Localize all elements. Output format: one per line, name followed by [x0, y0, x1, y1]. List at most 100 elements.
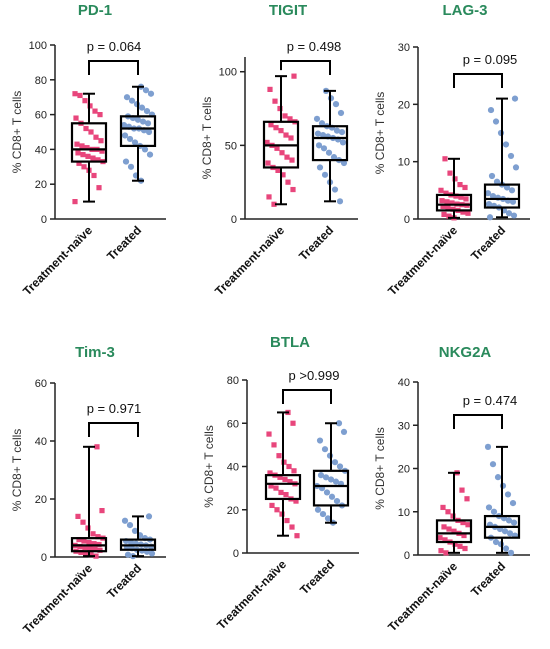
data-point	[126, 522, 134, 529]
data-point	[507, 549, 515, 556]
data-point	[340, 159, 348, 167]
category-label: Treatment-naïve	[212, 223, 287, 298]
data-point	[282, 476, 288, 483]
chart-title: BTLA	[270, 334, 310, 351]
data-point	[438, 187, 444, 193]
data-point	[269, 502, 275, 509]
data-point	[73, 115, 79, 121]
data-point	[322, 474, 330, 481]
data-point	[445, 509, 451, 515]
data-point	[284, 517, 290, 524]
data-point	[93, 553, 99, 559]
data-point	[131, 139, 139, 146]
y-tick-label: 20	[398, 464, 410, 476]
data-point	[512, 164, 520, 171]
data-point	[274, 507, 280, 513]
significance-bracket	[280, 60, 331, 75]
data-point	[284, 154, 290, 160]
box	[70, 122, 108, 163]
data-point	[505, 210, 513, 217]
data-point	[128, 97, 136, 104]
p-value-label: p >0.999	[289, 368, 340, 383]
data-point	[95, 534, 101, 540]
box	[119, 115, 157, 148]
y-tick-label: 60	[227, 418, 239, 430]
data-point	[77, 92, 83, 99]
data-point	[484, 190, 492, 197]
data-point	[144, 120, 152, 127]
y-tick-label: 10	[398, 157, 410, 169]
chart-panel: Tim-3 % CD8+ T cells 0 20 40 60 Treatment-naïv…	[10, 344, 166, 636]
data-point	[76, 537, 82, 543]
data-point	[449, 200, 455, 206]
data-point	[459, 487, 465, 493]
data-point	[446, 213, 452, 219]
data-point	[458, 194, 464, 200]
data-point	[489, 192, 497, 200]
data-point	[484, 443, 492, 450]
y-axis-label: % CD8+ T cells	[373, 427, 387, 510]
data-point	[438, 548, 444, 554]
data-point	[291, 73, 297, 79]
data-point	[463, 196, 469, 202]
data-point	[93, 134, 99, 140]
p-value-label: p = 0.971	[87, 401, 142, 416]
box	[264, 474, 302, 501]
significance-bracket	[453, 73, 503, 88]
data-point	[494, 474, 502, 481]
data-point	[316, 437, 324, 444]
data-point	[94, 444, 100, 450]
category-label: Treated	[104, 223, 144, 263]
data-point	[293, 498, 299, 504]
data-point	[462, 184, 468, 191]
significance-bracket	[88, 60, 139, 75]
chart-title: PD-1	[78, 2, 112, 19]
data-point	[285, 179, 291, 185]
data-point	[84, 145, 90, 151]
data-point	[273, 125, 279, 131]
data-point	[287, 116, 293, 122]
data-point	[289, 524, 295, 530]
data-point	[461, 532, 467, 539]
data-point	[72, 91, 78, 97]
y-tick-label: 40	[35, 144, 47, 156]
data-point	[91, 541, 97, 547]
y-tick-label: 0	[41, 552, 47, 564]
data-point	[280, 172, 286, 178]
data-point	[98, 138, 104, 144]
data-point	[99, 508, 105, 514]
y-axis-label: % CD8+ T cells	[10, 429, 24, 512]
data-point	[504, 491, 512, 498]
data-point	[321, 171, 329, 178]
data-point	[464, 496, 470, 502]
data-point	[289, 157, 295, 163]
data-point	[264, 139, 270, 146]
data-point	[444, 199, 450, 205]
data-point	[336, 463, 344, 470]
data-point	[447, 170, 453, 176]
data-point	[314, 506, 322, 513]
data-point	[503, 184, 511, 191]
data-point	[120, 121, 128, 129]
data-point	[492, 118, 500, 125]
y-tick-label: 10	[398, 507, 410, 519]
p-value-label: p = 0.474	[463, 393, 518, 408]
y-tick-label: 40	[227, 462, 239, 474]
data-point	[457, 182, 463, 188]
category-label: Treatment-naïve	[214, 557, 289, 632]
series-treatment-naive: Treatment-naïve	[385, 470, 473, 634]
y-axis-label: % CD8+ T cells	[373, 92, 387, 175]
y-axis-label: % CD8+ T cells	[10, 91, 24, 174]
category-label: Treated	[468, 559, 508, 599]
p-value-label: p = 0.095	[463, 52, 518, 67]
data-point	[327, 476, 335, 483]
data-point	[331, 459, 339, 466]
chart-panel: TIGIT % CD8+ T cells 0 50 100 Treatment-naïve…	[200, 2, 358, 298]
series-treated: Treated	[296, 87, 349, 263]
category-label: Treated	[297, 557, 337, 597]
data-point	[268, 122, 274, 128]
data-point	[121, 517, 129, 524]
data-point	[451, 528, 457, 534]
data-point	[332, 478, 340, 485]
